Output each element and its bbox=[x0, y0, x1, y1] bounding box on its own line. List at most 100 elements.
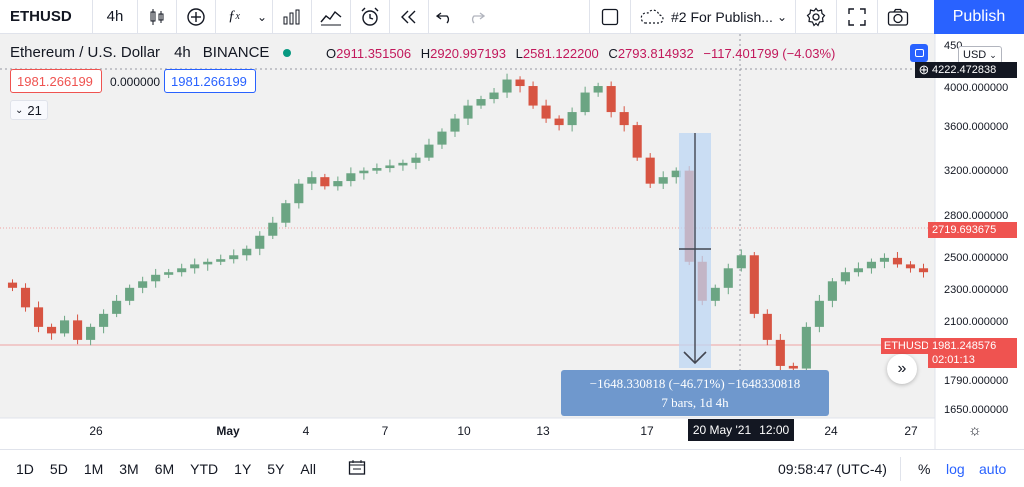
ohlc-values: O2911.351506 H2920.997193 L2581.122200 C… bbox=[326, 46, 835, 61]
chevron-down-icon: ⌄ bbox=[15, 104, 24, 116]
date-range-icon[interactable] bbox=[348, 459, 366, 478]
publish-button[interactable]: Publish bbox=[934, 0, 1024, 34]
time-tick-label: 10 bbox=[457, 424, 471, 438]
candle-body bbox=[164, 272, 174, 275]
indicator-count: 21 bbox=[27, 102, 42, 118]
crosshair-date: 20 May '21 bbox=[692, 423, 752, 437]
gear-icon[interactable] bbox=[796, 0, 836, 34]
candle-body bbox=[866, 261, 876, 269]
templates-icon[interactable] bbox=[273, 0, 311, 34]
candle-body bbox=[99, 313, 109, 327]
price-tick-label: 4000.000000 bbox=[944, 82, 1009, 94]
candle-body bbox=[463, 105, 473, 119]
layout-select[interactable]: #2 For Publish... ⌄ bbox=[631, 0, 795, 34]
axis-settings-gear-icon[interactable]: ☼ bbox=[968, 422, 982, 439]
undo-icon[interactable] bbox=[429, 0, 461, 34]
l-label: L bbox=[515, 46, 523, 61]
candle-body bbox=[658, 177, 668, 184]
candle-body bbox=[177, 268, 187, 273]
range-button-3m[interactable]: 3M bbox=[119, 460, 139, 477]
series-legend[interactable]: Ethereum / U.S. Dollar 4h BINANCE bbox=[10, 44, 292, 61]
cloud-icon bbox=[640, 9, 664, 24]
price-axis-top-label: 450 bbox=[944, 40, 963, 52]
fullscreen-checkbox-icon[interactable] bbox=[590, 0, 630, 34]
range-button-1d[interactable]: 1D bbox=[16, 460, 34, 477]
candle-body bbox=[86, 326, 96, 340]
price-tick-label: 1650.000000 bbox=[944, 404, 1009, 416]
compare-icon[interactable] bbox=[312, 0, 350, 34]
range-button-6m[interactable]: 6M bbox=[154, 460, 175, 477]
candle-body bbox=[242, 248, 252, 256]
buy-price-box[interactable]: 1981.266199 bbox=[164, 69, 256, 93]
candle-body bbox=[60, 320, 70, 334]
candle-body bbox=[320, 177, 330, 187]
currency-select[interactable]: USD ⌄ bbox=[958, 46, 1002, 64]
candle-body bbox=[879, 257, 890, 262]
change-value: −117.401799 (−4.03%) bbox=[703, 46, 836, 61]
log-toggle[interactable]: log bbox=[946, 460, 965, 477]
interval-button[interactable]: 4h bbox=[93, 0, 137, 34]
candle-body bbox=[450, 118, 460, 132]
auto-toggle[interactable]: auto bbox=[979, 460, 1007, 477]
range-button-5d[interactable]: 5D bbox=[49, 460, 68, 477]
scroll-to-realtime-button[interactable]: » bbox=[887, 354, 917, 384]
symbol-search-button[interactable]: ETHUSD bbox=[0, 0, 92, 34]
settings-square-button[interactable] bbox=[910, 44, 928, 62]
l-value: 2581.122200 bbox=[522, 46, 599, 61]
clock-timezone[interactable]: 09:58:47 (UTC-4) bbox=[778, 460, 887, 477]
chart-area[interactable]: 4000.000000 3600.000000 3200.000000 2800.00… bbox=[0, 34, 1024, 449]
candle-body bbox=[125, 287, 135, 301]
candle-body bbox=[216, 259, 226, 262]
add-compare-icon[interactable] bbox=[177, 0, 215, 34]
alert-clock-icon[interactable] bbox=[351, 0, 389, 34]
fullscreen-icon[interactable] bbox=[837, 0, 877, 34]
candles-icon[interactable] bbox=[138, 0, 176, 34]
candle-body bbox=[73, 320, 83, 340]
time-tick-label: 17 bbox=[640, 424, 654, 438]
candle-body bbox=[502, 79, 512, 93]
bottom-toolbar: 1D 5D 1M 3M 6M YTD 1Y 5Y All 09:58:47 (UTC-4) % … bbox=[0, 449, 1024, 487]
range-button-1y[interactable]: 1Y bbox=[234, 460, 252, 477]
range-button-1m[interactable]: 1M bbox=[83, 460, 104, 477]
candle-body bbox=[645, 157, 655, 184]
candle-body bbox=[892, 257, 903, 265]
candle-body bbox=[554, 118, 564, 126]
legend-interval: 4h bbox=[174, 44, 191, 61]
symbol-price-value: 1981.248576 bbox=[928, 338, 1017, 354]
range-button-ytd[interactable]: YTD bbox=[190, 460, 219, 477]
candle-body bbox=[567, 112, 577, 126]
candle-body bbox=[515, 79, 525, 87]
o-label: O bbox=[326, 46, 337, 61]
price-tick-label: 2500.000000 bbox=[944, 252, 1009, 264]
buy-price: 1981.266199 bbox=[171, 73, 247, 89]
publish-label: Publish bbox=[952, 8, 1006, 25]
sell-price-box[interactable]: 1981.266199 bbox=[10, 69, 102, 93]
candle-body bbox=[20, 287, 31, 308]
c-label: C bbox=[608, 46, 618, 61]
candle-body bbox=[281, 203, 291, 223]
chevron-down-icon[interactable]: ⌄ bbox=[256, 9, 268, 24]
time-tick-label: 24 bbox=[824, 424, 838, 438]
range-button-5y[interactable]: 5Y bbox=[267, 460, 285, 477]
redo-icon[interactable] bbox=[461, 0, 491, 34]
indicators-toggle-button[interactable]: ⌄ 21 bbox=[10, 100, 48, 120]
candle-body bbox=[398, 162, 408, 166]
candle-body bbox=[307, 177, 317, 184]
spread-value: 0.000000 bbox=[110, 75, 161, 89]
candle-body bbox=[528, 86, 538, 106]
range-button-all[interactable]: All bbox=[300, 460, 316, 477]
candle-body bbox=[710, 287, 720, 301]
percent-toggle[interactable]: % bbox=[918, 460, 931, 477]
candle-body bbox=[814, 300, 824, 327]
symbol-label: ETHUSD bbox=[10, 8, 72, 25]
divider bbox=[900, 456, 901, 481]
camera-icon[interactable] bbox=[878, 0, 918, 34]
candle-body bbox=[632, 125, 642, 158]
candle-body bbox=[541, 105, 551, 119]
candle-body bbox=[229, 255, 239, 260]
candlestick-chart[interactable] bbox=[0, 34, 1024, 449]
candle-body bbox=[723, 268, 733, 288]
price-tick-label: 1790.000000 bbox=[944, 375, 1009, 387]
replay-icon[interactable] bbox=[390, 0, 428, 34]
